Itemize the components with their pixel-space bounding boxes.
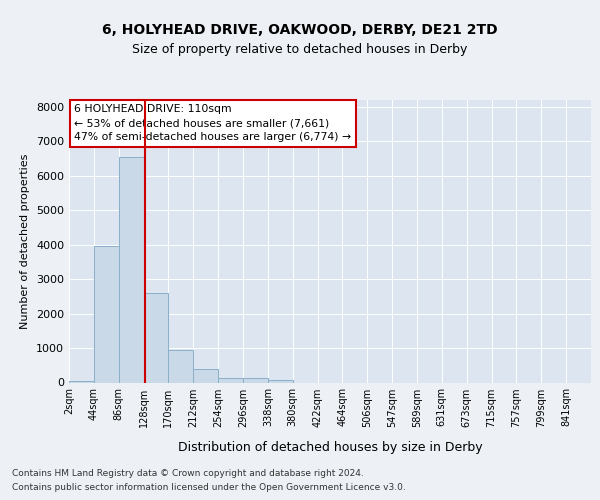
Bar: [119, 157, 143, 382]
Text: 6 HOLYHEAD DRIVE: 110sqm
← 53% of detached houses are smaller (7,661)
47% of sem: 6 HOLYHEAD DRIVE: 110sqm ← 53% of detach…: [74, 104, 352, 142]
Bar: [69, 381, 94, 382]
Text: Contains HM Land Registry data © Crown copyright and database right 2024.: Contains HM Land Registry data © Crown c…: [12, 468, 364, 477]
X-axis label: Distribution of detached houses by size in Derby: Distribution of detached houses by size …: [178, 441, 482, 454]
Bar: [268, 380, 293, 382]
Bar: [169, 350, 193, 382]
Y-axis label: Number of detached properties: Number of detached properties: [20, 154, 31, 329]
Bar: [243, 378, 268, 382]
Text: 6, HOLYHEAD DRIVE, OAKWOOD, DERBY, DE21 2TD: 6, HOLYHEAD DRIVE, OAKWOOD, DERBY, DE21 …: [102, 22, 498, 36]
Bar: [218, 378, 243, 382]
Text: Size of property relative to detached houses in Derby: Size of property relative to detached ho…: [133, 42, 467, 56]
Bar: [143, 293, 169, 382]
Bar: [94, 246, 119, 382]
Bar: [193, 370, 218, 382]
Text: Contains public sector information licensed under the Open Government Licence v3: Contains public sector information licen…: [12, 484, 406, 492]
